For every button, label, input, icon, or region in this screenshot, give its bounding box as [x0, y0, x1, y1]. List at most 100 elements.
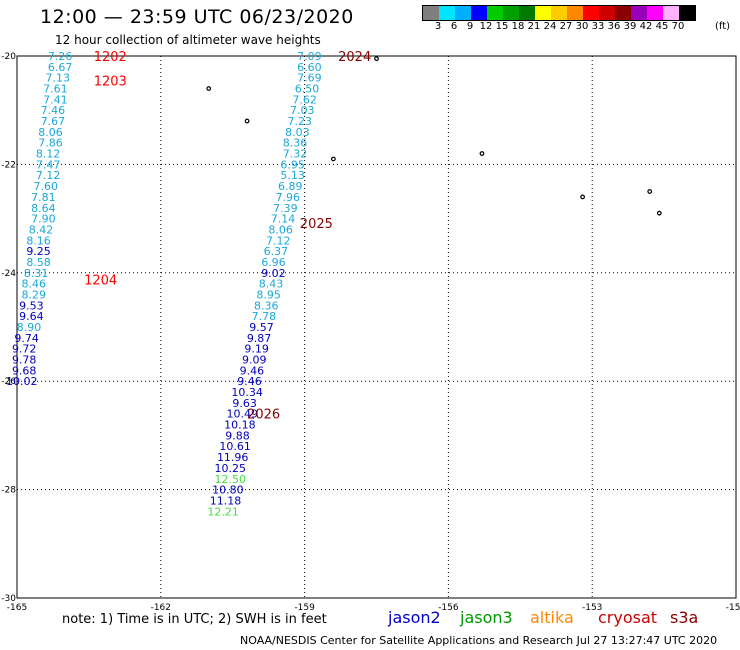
island-outline	[647, 189, 653, 194]
lon-tick-label: -156	[438, 603, 459, 613]
lat-tick-label: -28	[1, 486, 16, 496]
wave-height-value: 10.25	[215, 462, 247, 475]
wave-height-value: 6.89	[278, 180, 303, 193]
pass-number-label: 2025	[300, 217, 333, 232]
scale-swatch	[631, 6, 647, 20]
wave-height-value: 12.50	[215, 473, 247, 486]
wave-height-value: 7.47	[36, 158, 61, 171]
credit-text: NOAA/NESDIS Center for Satellite Applica…	[240, 634, 718, 647]
scale-label: 18	[511, 21, 525, 32]
scale-swatch	[679, 6, 695, 20]
wave-height-value: 7.78	[252, 310, 277, 323]
wave-height-value: 9.57	[249, 321, 274, 334]
pass-number-label: 2026	[247, 408, 280, 423]
wave-height-value: 9.19	[244, 343, 269, 356]
scale-label: 39	[623, 21, 637, 32]
wave-height-value: 8.16	[26, 234, 51, 247]
scale-label: 9	[466, 21, 474, 32]
wave-height-value: 9.64	[19, 310, 44, 323]
wave-height-value: 8.43	[259, 278, 284, 291]
wave-height-value: 8.12	[36, 148, 61, 161]
scale-swatch	[647, 6, 663, 20]
wave-height-value: 7.12	[266, 234, 291, 247]
wave-height-value: 10.18	[224, 419, 256, 432]
wave-height-value: 7.09	[297, 50, 322, 63]
lon-tick-label: -159	[294, 603, 315, 613]
wave-height-value: 9.46	[240, 364, 265, 377]
wave-height-value: 8.06	[38, 126, 63, 139]
pass-number-label: 1203	[94, 74, 127, 89]
island-outline	[206, 86, 212, 91]
island-outline	[580, 194, 586, 200]
wave-height-value: 6.67	[48, 61, 73, 74]
scale-swatch	[439, 6, 455, 20]
scale-swatch	[471, 6, 487, 20]
scale-swatch	[599, 6, 615, 20]
wave-height-value: 10.80	[212, 484, 244, 497]
wave-height-value: 7.13	[45, 72, 70, 85]
scale-label: 70	[671, 21, 685, 32]
scale-unit: (ft)	[715, 21, 731, 32]
wave-height-value: 7.62	[292, 93, 317, 106]
wave-height-value: 8.29	[22, 288, 47, 301]
scale-swatch	[663, 6, 679, 20]
wave-height-value: 5.13	[280, 169, 305, 182]
wave-height-value: 6.96	[261, 256, 286, 269]
wave-height-value: 6.50	[295, 83, 320, 96]
wave-height-value: 6.95	[280, 158, 305, 171]
wave-height-value: 7.69	[297, 72, 322, 85]
legend-cryosat: cryosat	[598, 608, 658, 627]
wave-height-value: 11.18	[210, 494, 242, 507]
scale-label: 6	[450, 21, 458, 32]
island-outline	[656, 210, 662, 216]
scale-label: 12	[479, 21, 493, 32]
lat-tick-label: -22	[1, 160, 16, 170]
wave-height-value: 7.96	[276, 191, 301, 204]
lat-tick-label: -26	[1, 377, 16, 387]
scale-swatch	[551, 6, 567, 20]
wave-height-value: 7.32	[283, 148, 308, 161]
wave-height-value: 7.14	[271, 213, 296, 226]
wave-height-value: 7.12	[36, 169, 61, 182]
wave-height-value: 7.61	[43, 83, 68, 96]
wave-height-value: 9.09	[242, 354, 267, 367]
lat-tick-label: -20	[1, 52, 16, 62]
wave-height-value: 8.03	[285, 126, 310, 139]
scale-label: 24	[543, 21, 557, 32]
lat-tick-label: -24	[1, 269, 16, 279]
legend-jason3: jason3	[460, 608, 513, 627]
wave-height-value: 8.36	[254, 299, 279, 312]
wave-height-value: 7.60	[34, 180, 59, 193]
wave-height-value: 7.67	[41, 115, 66, 128]
lon-tick-label: -162	[151, 603, 171, 613]
map-subtitle: 12 hour collection of altimeter wave hei…	[55, 33, 321, 47]
wave-height-value: 9.53	[19, 299, 44, 312]
color-scale-labels: 3 6 9 12 15 18 21 24 27 30 33 36 39 42 45 70	[422, 21, 740, 33]
scale-swatch	[583, 6, 599, 20]
pass-number-label: 2024	[338, 50, 371, 65]
wave-height-value: 9.78	[12, 354, 37, 367]
legend-altika: altika	[530, 608, 574, 627]
wave-height-value: 10.49	[227, 408, 259, 421]
wave-height-value: 8.90	[17, 321, 42, 334]
scale-label: 45	[655, 21, 669, 32]
island-outline	[244, 118, 250, 124]
scale-label: 21	[527, 21, 541, 32]
scale-swatch	[519, 6, 535, 20]
lon-tick-label: -150	[726, 603, 740, 613]
wave-height-value: 8.95	[256, 288, 281, 301]
wave-height-value: 7.26	[48, 50, 73, 63]
wave-height-value: 7.23	[288, 115, 313, 128]
scale-label: 33	[591, 21, 605, 32]
scale-swatch	[423, 6, 439, 20]
wave-height-value: 10.02	[6, 375, 38, 388]
lon-tick-label: -153	[582, 603, 602, 613]
wave-height-value: 8.36	[283, 137, 308, 150]
wave-height-value: 9.63	[232, 397, 257, 410]
wave-height-value: 8.58	[26, 256, 51, 269]
scale-swatch	[487, 6, 503, 20]
wave-height-value: 8.06	[268, 223, 293, 236]
legend-s3a: s3a	[670, 608, 699, 627]
pass-number-label: 1202	[94, 50, 127, 65]
